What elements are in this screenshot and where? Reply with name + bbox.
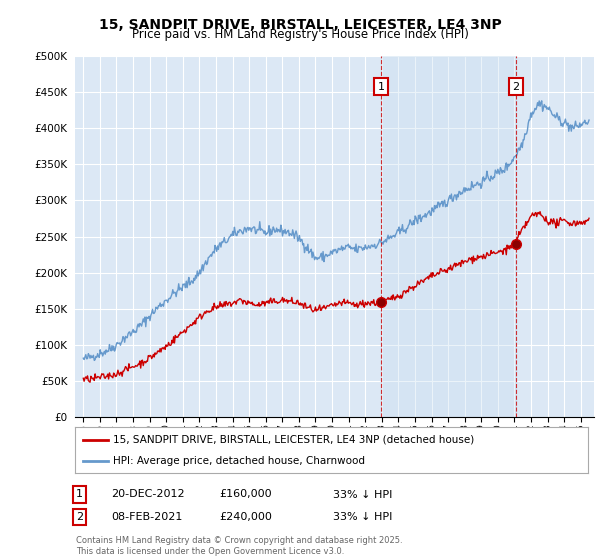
Text: £160,000: £160,000 — [219, 489, 272, 500]
Text: 15, SANDPIT DRIVE, BIRSTALL, LEICESTER, LE4 3NP (detached house): 15, SANDPIT DRIVE, BIRSTALL, LEICESTER, … — [113, 435, 475, 445]
Text: Contains HM Land Registry data © Crown copyright and database right 2025.
This d: Contains HM Land Registry data © Crown c… — [76, 536, 403, 556]
Text: 20-DEC-2012: 20-DEC-2012 — [111, 489, 185, 500]
Text: 08-FEB-2021: 08-FEB-2021 — [111, 512, 182, 522]
Text: Price paid vs. HM Land Registry's House Price Index (HPI): Price paid vs. HM Land Registry's House … — [131, 28, 469, 41]
Text: 33% ↓ HPI: 33% ↓ HPI — [333, 512, 392, 522]
Text: 1: 1 — [378, 82, 385, 92]
Text: £240,000: £240,000 — [219, 512, 272, 522]
Text: 2: 2 — [76, 512, 83, 522]
Text: 1: 1 — [76, 489, 83, 500]
Text: 33% ↓ HPI: 33% ↓ HPI — [333, 489, 392, 500]
Bar — [381, 56, 516, 417]
Text: 2: 2 — [512, 82, 520, 92]
Text: HPI: Average price, detached house, Charnwood: HPI: Average price, detached house, Char… — [113, 456, 365, 466]
Text: 15, SANDPIT DRIVE, BIRSTALL, LEICESTER, LE4 3NP: 15, SANDPIT DRIVE, BIRSTALL, LEICESTER, … — [98, 18, 502, 32]
